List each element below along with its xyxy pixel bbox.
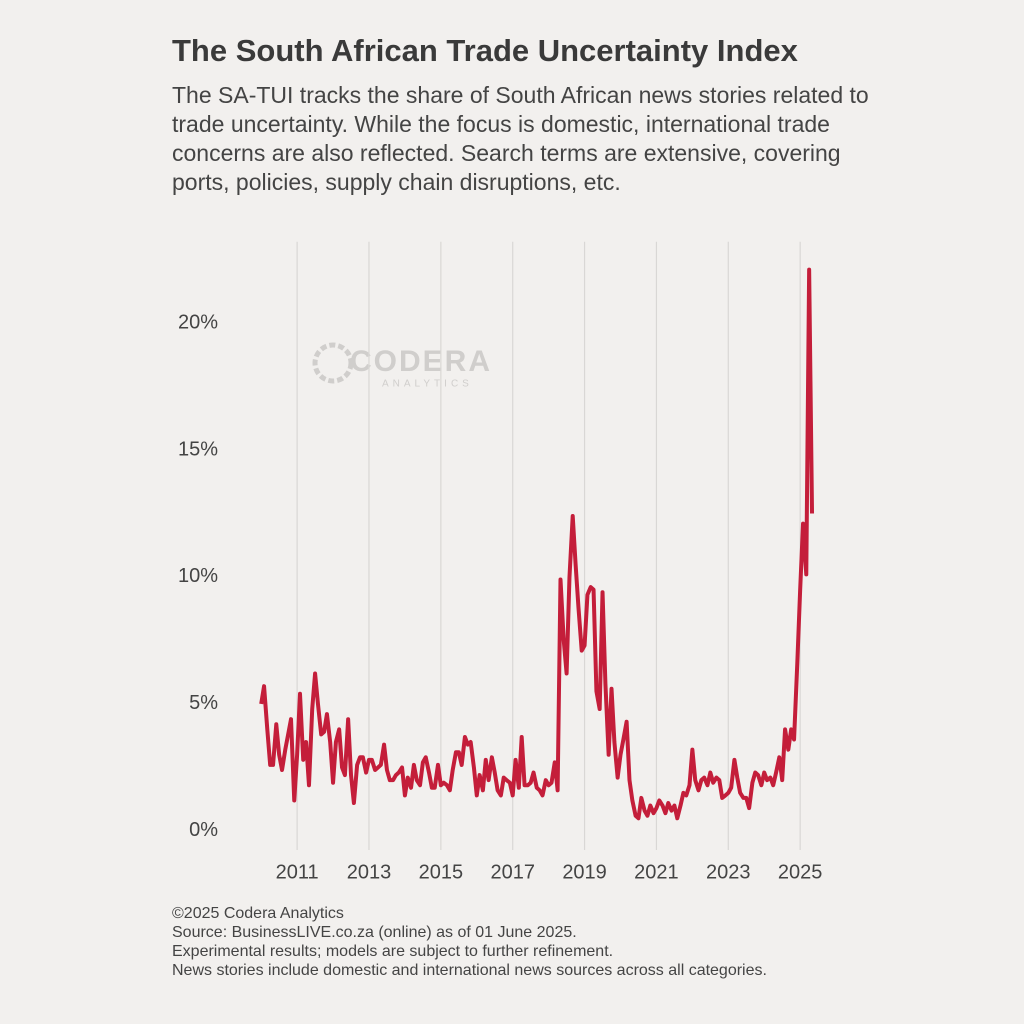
- x-tick-label: 2011: [276, 861, 319, 883]
- watermark-logo: [312, 342, 354, 384]
- x-tick-label: 2023: [706, 861, 751, 883]
- footer-line: ©2025 Codera Analytics: [172, 905, 344, 922]
- x-tick-label: 2015: [419, 861, 464, 883]
- x-tick-label: 2021: [634, 861, 679, 883]
- y-tick-label: 20%: [178, 311, 218, 333]
- y-tick-label: 15%: [178, 438, 218, 460]
- watermark: CODERA: [350, 345, 492, 378]
- x-tick-label: 2013: [347, 861, 392, 883]
- chart-title: The South African Trade Uncertainty Inde…: [172, 33, 799, 68]
- subtitle-line: concerns are also reflected. Search term…: [172, 140, 841, 166]
- subtitle-line: The SA-TUI tracks the share of South Afr…: [172, 82, 869, 108]
- footer-line: Experimental results; models are subject…: [172, 943, 613, 960]
- subtitle-line: ports, policies, supply chain disruption…: [172, 169, 621, 195]
- watermark-sub: ANALYTICS: [382, 379, 473, 390]
- line: [259, 267, 815, 821]
- x-tick-label: 2025: [778, 861, 823, 883]
- x-tick-label: 2017: [490, 861, 535, 883]
- footer-line: Source: BusinessLIVE.co.za (online) as o…: [172, 924, 577, 941]
- y-tick-label: 0%: [189, 819, 218, 841]
- y-tick-label: 5%: [189, 692, 218, 714]
- footer-line: News stories include domestic and intern…: [172, 962, 767, 979]
- y-tick-label: 10%: [178, 565, 218, 587]
- x-tick-label: 2019: [562, 861, 607, 883]
- subtitle-line: trade uncertainty. While the focus is do…: [172, 111, 830, 137]
